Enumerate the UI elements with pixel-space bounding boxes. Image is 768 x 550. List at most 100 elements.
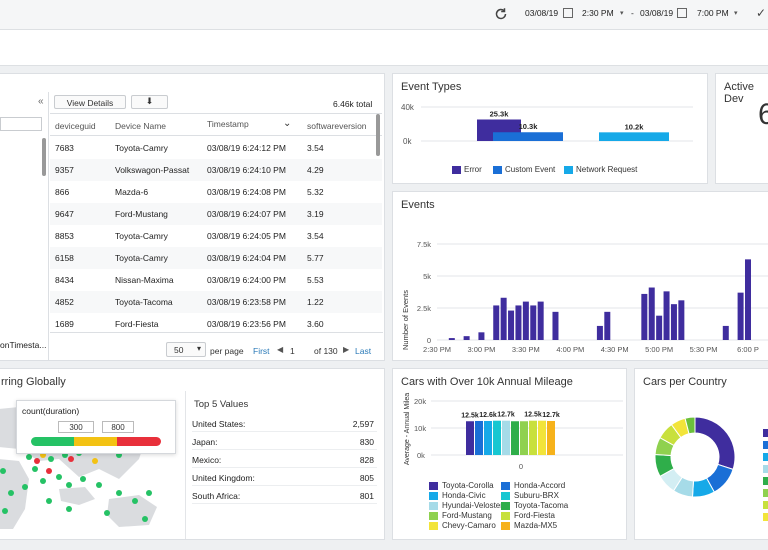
ev-bar[interactable] <box>552 311 559 340</box>
ev-bar[interactable] <box>745 259 751 340</box>
table-scrollbar[interactable] <box>376 114 380 156</box>
table-row[interactable]: 9357 Volkswagon-Passat 03/08/19 6:24:10 PM… <box>50 159 382 181</box>
mi-bar[interactable] <box>529 420 537 455</box>
table-row[interactable]: 8434 Nissan-Maxima 03/08/19 6:24:00 PM 5.53 <box>50 269 382 291</box>
ev-bar[interactable] <box>522 301 529 340</box>
last-page-link[interactable]: Last <box>355 346 372 356</box>
ev-bar[interactable] <box>596 325 603 340</box>
table-row[interactable]: 7683 Toyota-Camry 03/08/19 6:24:12 PM 3.54 <box>50 137 382 159</box>
page-number[interactable]: 1 <box>290 346 295 356</box>
ev-bar[interactable] <box>656 315 663 340</box>
start-time[interactable]: 2:30 PM <box>582 8 614 18</box>
col-device-name[interactable]: Device Name <box>115 121 167 131</box>
table-row[interactable]: 4852 Toyota-Tacoma 03/08/19 6:23:58 PM 1.22 <box>50 291 382 313</box>
top5-value: 2,597 <box>352 419 374 429</box>
ev-bar[interactable] <box>500 297 507 340</box>
collapse-panel-icon[interactable]: « <box>38 96 44 107</box>
mi-bar[interactable] <box>520 421 528 455</box>
donut-slice[interactable] <box>684 417 696 435</box>
map-marker[interactable] <box>96 482 102 488</box>
mi-bar[interactable] <box>502 420 510 455</box>
map-marker[interactable] <box>48 456 54 462</box>
map-marker[interactable] <box>66 506 72 512</box>
donut-slice[interactable] <box>694 417 736 470</box>
table-row[interactable]: 1689 Ford-Fiesta 03/08/19 6:23:56 PM 3.60 <box>50 313 382 335</box>
mi-bar[interactable] <box>493 420 501 455</box>
chevron-down-icon[interactable]: ▾ <box>620 10 624 17</box>
map-marker[interactable] <box>92 458 98 464</box>
ev-ytick: 5k <box>423 272 431 281</box>
map-marker[interactable] <box>22 484 28 490</box>
first-page-link[interactable]: First <box>253 346 270 356</box>
col-deviceguid[interactable]: deviceguid <box>55 121 96 131</box>
end-date[interactable]: 03/08/19 <box>640 8 674 18</box>
map-marker[interactable] <box>146 490 152 496</box>
ev-bar[interactable] <box>678 300 685 340</box>
map-marker[interactable] <box>46 468 52 474</box>
et-bar[interactable] <box>493 132 563 141</box>
map-marker[interactable] <box>2 508 8 514</box>
min-value-input[interactable]: 300 <box>58 421 94 433</box>
ev-bar[interactable] <box>537 301 544 340</box>
view-details-button[interactable]: View Details <box>54 95 126 109</box>
map-marker[interactable] <box>32 466 38 472</box>
ev-bar[interactable] <box>722 325 729 340</box>
chevron-down-icon[interactable]: ▾ <box>734 10 738 17</box>
col-timestamp[interactable]: Timestamp <box>207 119 249 129</box>
max-value-input[interactable]: 800 <box>102 421 134 433</box>
map-marker[interactable] <box>26 454 32 460</box>
map-marker[interactable] <box>66 482 72 488</box>
mi-bar[interactable] <box>547 420 555 455</box>
mi-bar[interactable] <box>475 420 483 455</box>
refresh-icon[interactable] <box>494 7 508 21</box>
mi-bar[interactable] <box>466 421 474 455</box>
ev-bar[interactable] <box>508 310 515 340</box>
start-date[interactable]: 03/08/19 <box>525 8 559 18</box>
map-marker[interactable] <box>68 456 74 462</box>
ev-bar[interactable] <box>530 305 537 340</box>
prev-page-icon[interactable]: ◀ <box>277 345 284 354</box>
et-bar[interactable] <box>599 132 669 141</box>
end-time[interactable]: 7:00 PM <box>697 8 729 18</box>
map-marker[interactable] <box>80 476 86 482</box>
ev-bar[interactable] <box>670 304 677 340</box>
map-marker[interactable] <box>132 498 138 504</box>
mi-bar[interactable] <box>484 420 492 455</box>
ev-bar[interactable] <box>478 332 485 340</box>
table-row[interactable]: 9647 Ford-Mustang 03/08/19 6:24:07 PM 3.19 <box>50 203 382 225</box>
filter-input[interactable] <box>0 117 42 131</box>
ev-bar[interactable] <box>515 305 522 340</box>
col-softwareversion[interactable]: softwareversion <box>307 121 367 131</box>
map-marker[interactable] <box>46 498 52 504</box>
map-marker[interactable] <box>56 474 62 480</box>
table-row[interactable]: 8853 Toyota-Camry 03/08/19 6:24:05 PM 3.54 <box>50 225 382 247</box>
filter-scrollbar[interactable] <box>42 138 46 176</box>
map-marker[interactable] <box>104 510 110 516</box>
checkmark-icon[interactable]: ✓ <box>756 6 767 20</box>
map-marker[interactable] <box>8 490 14 496</box>
ev-bar[interactable] <box>737 292 744 340</box>
ev-bar[interactable] <box>641 293 648 340</box>
table-row[interactable]: 6158 Toyota-Camry 03/08/19 6:24:04 PM 5.77 <box>50 247 382 269</box>
mi-bar-label: 12.5k <box>524 412 542 419</box>
map-marker[interactable] <box>142 516 148 522</box>
map-marker[interactable] <box>116 490 122 496</box>
map-marker[interactable] <box>34 458 40 464</box>
next-page-icon[interactable]: ▶ <box>343 345 350 354</box>
ev-bar[interactable] <box>604 311 611 340</box>
calendar-icon[interactable] <box>563 8 573 18</box>
ev-bar[interactable] <box>663 291 670 340</box>
per-page-select[interactable]: 50 ▾ <box>166 342 206 357</box>
ev-bar[interactable] <box>463 336 470 340</box>
ev-bar[interactable] <box>493 305 500 340</box>
map-marker[interactable] <box>0 468 6 474</box>
ev-bar[interactable] <box>448 338 455 340</box>
table-row[interactable]: 866 Mazda-6 03/08/19 6:24:08 PM 5.32 <box>50 181 382 203</box>
sort-chevron-icon[interactable]: ⌄ <box>283 118 292 129</box>
ev-bar[interactable] <box>648 287 655 340</box>
mi-bar[interactable] <box>511 421 519 455</box>
download-button[interactable]: ⬇ <box>131 95 168 109</box>
mi-bar[interactable] <box>538 420 546 455</box>
calendar-icon[interactable] <box>677 8 687 18</box>
map-marker[interactable] <box>40 478 46 484</box>
